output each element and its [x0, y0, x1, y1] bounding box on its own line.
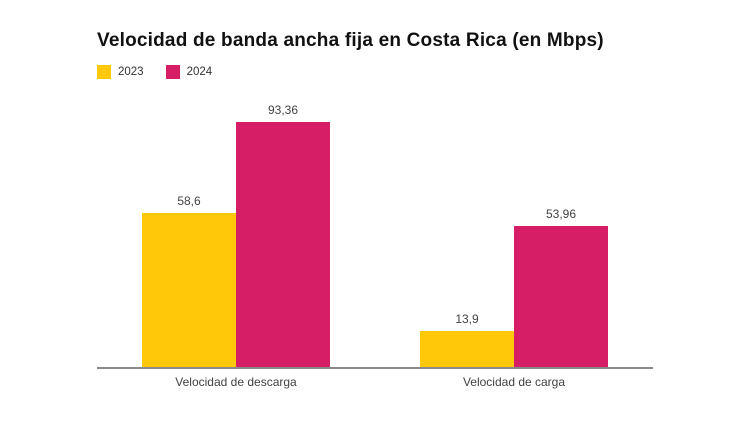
chart-title: Velocidad de banda ancha fija en Costa R… [97, 30, 604, 51]
value-label-2024-descarga: 93,36 [267, 103, 299, 117]
x-axis-labels: Velocidad de descarga Velocidad de carga [97, 375, 653, 393]
legend-label-2023: 2023 [118, 66, 144, 78]
bar-col-2023-carga: 13,9 [420, 312, 514, 368]
bar-col-2024-descarga: 93,36 [236, 103, 330, 368]
legend-item-2024: 2024 [165, 65, 213, 79]
value-label-2023-carga: 13,9 [455, 312, 479, 326]
bar-group-carga: 13,9 53,96 [375, 104, 653, 368]
legend-label-2024: 2024 [186, 66, 213, 78]
bar-group-descarga: 58,6 93,36 [97, 103, 375, 368]
x-axis-label-carga: Velocidad de carga [462, 375, 566, 389]
legend-item-2023: 2023 [97, 65, 144, 79]
legend-swatch-2023-icon [97, 65, 111, 79]
bar-col-2023-descarga: 58,6 [142, 194, 236, 368]
bar-2024-descarga [236, 122, 330, 368]
bar-col-2024-carga: 53,96 [514, 207, 608, 368]
legend-swatch-2024-icon [165, 65, 180, 79]
plot-area: 58,6 93,36 13,9 53,96 [97, 103, 653, 368]
bar-2023-descarga [142, 213, 236, 368]
value-label-2024-carga: 53,96 [545, 207, 577, 221]
x-axis-line [97, 367, 653, 369]
x-axis-label-descarga: Velocidad de descarga [175, 375, 297, 389]
bar-2023-carga [420, 331, 514, 368]
value-label-2023-descarga: 58,6 [177, 194, 201, 208]
legend: 2023 2024 [97, 65, 212, 79]
bar-2024-carga [514, 226, 608, 368]
